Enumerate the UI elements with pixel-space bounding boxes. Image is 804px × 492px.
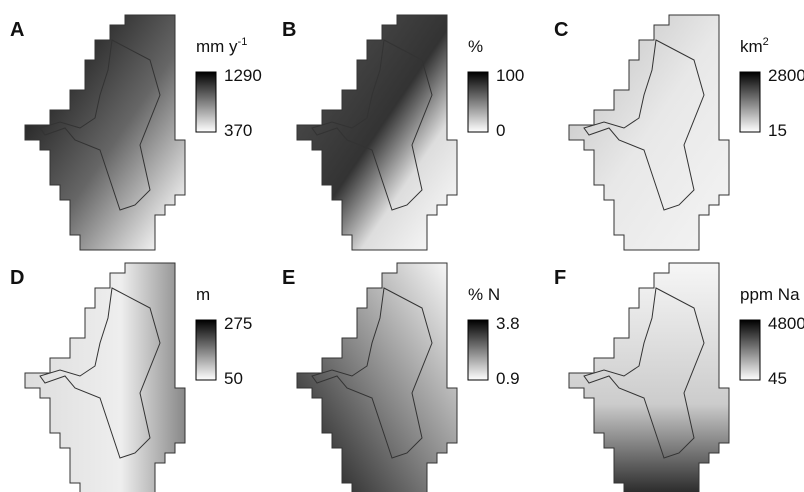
- map: [569, 263, 729, 492]
- panel: Amm y-1 1290 370: [10, 15, 262, 250]
- unit-label: ppm Na: [740, 285, 800, 304]
- panel-label: B: [282, 19, 296, 41]
- panel-label: C: [554, 19, 568, 41]
- map: [569, 15, 729, 250]
- colorbar-min: 50: [224, 369, 243, 388]
- unit: % N: [468, 285, 500, 304]
- panel-label: A: [10, 19, 24, 41]
- map-region: [569, 15, 729, 250]
- colorbar-max: 4800: [768, 314, 804, 333]
- colorbar-max: 275: [224, 314, 252, 333]
- map: [25, 15, 185, 250]
- panel-label: E: [282, 267, 295, 289]
- unit: m: [196, 285, 210, 304]
- map-region: [297, 263, 457, 492]
- colorbar: [468, 320, 488, 380]
- map-region: [25, 15, 185, 250]
- map-region: [297, 15, 457, 250]
- colorbar-min: 370: [224, 121, 252, 140]
- panel-label: D: [10, 267, 24, 289]
- colorbar: [196, 72, 216, 132]
- colorbar: [196, 320, 216, 380]
- colorbar-max: 1290: [224, 66, 262, 85]
- unit: km: [740, 37, 763, 56]
- unit-superscript: -1: [238, 36, 248, 48]
- map: [297, 263, 457, 492]
- colorbar-min: 45: [768, 369, 787, 388]
- map-region: [569, 263, 729, 492]
- unit: ppm Na: [740, 285, 800, 304]
- panel: B% 100 0: [282, 15, 524, 250]
- colorbar-min: 0.9: [496, 369, 520, 388]
- colorbar: [740, 320, 760, 380]
- map-region: [25, 263, 185, 492]
- panel: Dm 275 50: [10, 263, 252, 492]
- panel-label: F: [554, 267, 566, 289]
- unit: %: [468, 37, 483, 56]
- colorbar: [740, 72, 760, 132]
- unit-label: mm y-1: [196, 36, 247, 56]
- unit: mm y: [196, 37, 238, 56]
- unit-label: %: [468, 37, 483, 56]
- unit-label: % N: [468, 285, 500, 304]
- colorbar-max: 2800: [768, 66, 804, 85]
- colorbar: [468, 72, 488, 132]
- map: [25, 263, 185, 492]
- unit-superscript: 2: [763, 36, 769, 48]
- panel: E % N 3.8 0.9: [282, 263, 520, 492]
- colorbar-min: 0: [496, 121, 505, 140]
- figure: Amm y-1 1290 370 B% 100 0 Ckm2 2800 15 Dm 275 50 E % …: [0, 0, 804, 492]
- colorbar-max: 3.8: [496, 314, 520, 333]
- colorbar-max: 100: [496, 66, 524, 85]
- unit-label: m: [196, 285, 210, 304]
- colorbar-min: 15: [768, 121, 787, 140]
- map: [297, 15, 457, 250]
- unit-label: km2: [740, 36, 769, 56]
